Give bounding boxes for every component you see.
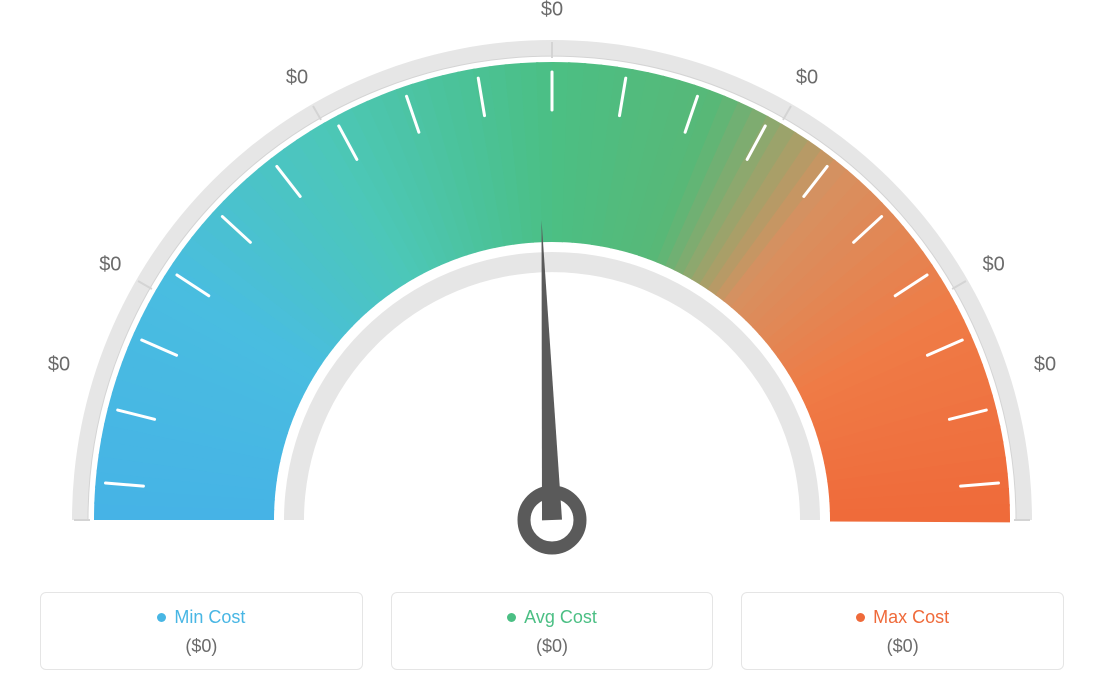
gauge-tick-label: $0 [99, 254, 121, 277]
legend-dot-max [856, 613, 865, 622]
legend-value-avg: ($0) [402, 636, 703, 657]
legend-label-min: Min Cost [174, 607, 245, 628]
legend-card-max: Max Cost ($0) [741, 592, 1064, 670]
gauge-tick-label: $0 [541, 0, 563, 22]
legend-title-min: Min Cost [157, 607, 245, 628]
legend-value-max: ($0) [752, 636, 1053, 657]
legend-row: Min Cost ($0) Avg Cost ($0) Max Cost ($0… [40, 592, 1064, 670]
legend-card-min: Min Cost ($0) [40, 592, 363, 670]
gauge-svg [0, 10, 1104, 570]
legend-label-avg: Avg Cost [524, 607, 597, 628]
legend-title-max: Max Cost [856, 607, 949, 628]
legend-card-avg: Avg Cost ($0) [391, 592, 714, 670]
legend-dot-avg [507, 613, 516, 622]
gauge-tick-label: $0 [1034, 354, 1056, 377]
gauge-tick-label: $0 [983, 254, 1005, 277]
gauge-tick-label: $0 [48, 354, 70, 377]
gauge-tick-label: $0 [286, 67, 308, 90]
gauge-tick-label: $0 [796, 67, 818, 90]
gauge-chart: $0$0$0$0$0$0$0 [0, 10, 1104, 570]
legend-title-avg: Avg Cost [507, 607, 597, 628]
legend-dot-min [157, 613, 166, 622]
legend-value-min: ($0) [51, 636, 352, 657]
legend-label-max: Max Cost [873, 607, 949, 628]
